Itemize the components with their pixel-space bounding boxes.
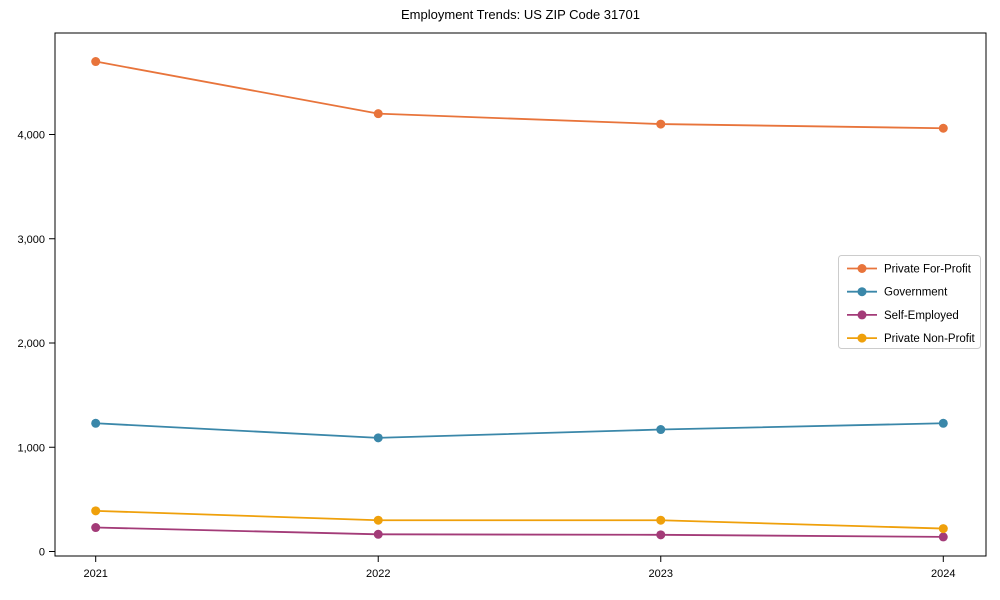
x-axis-tick-label: 2021 (83, 568, 107, 580)
series-marker-government (373, 433, 383, 443)
legend-marker-self-employed (857, 310, 867, 320)
series-marker-private-for-profit (938, 123, 948, 133)
series-marker-government (91, 418, 101, 428)
x-axis-tick-label: 2024 (931, 568, 955, 580)
x-axis-tick-label: 2022 (366, 568, 390, 580)
legend-marker-private-for-profit (857, 264, 867, 273)
series-marker-private-for-profit (656, 119, 666, 129)
series-marker-government (938, 418, 948, 428)
series-line-private-non-profit (94, 509, 945, 530)
series-marker-private-non-profit (91, 506, 101, 516)
series-line-government (94, 422, 945, 439)
legend-box (838, 255, 981, 349)
y-axis-tick-label: 3,000 (17, 234, 45, 246)
series-line-self-employed (94, 526, 945, 538)
legend-label-private-for-profit: Private For-Profit (884, 264, 972, 276)
series-line-private-for-profit (94, 60, 945, 130)
plot-border (54, 32, 987, 557)
series-marker-self-employed (91, 523, 101, 533)
x-axis-tick-label: 2023 (649, 568, 673, 580)
legend-marker-government (857, 287, 867, 297)
series-marker-private-non-profit (656, 515, 666, 525)
chart-title: Employment Trends: US ZIP Code 31701 (401, 7, 640, 22)
legend-label-self-employed: Self-Employed (884, 310, 959, 322)
series-marker-government (656, 425, 666, 435)
legend-label-government: Government (884, 287, 948, 299)
series-marker-private-for-profit (91, 57, 101, 67)
y-axis-tick-label: 4,000 (17, 130, 45, 142)
series-marker-self-employed (938, 532, 948, 542)
y-axis-tick-label: 0 (39, 547, 45, 559)
series-marker-private-non-profit (373, 515, 383, 525)
legend-marker-private-non-profit (857, 333, 867, 343)
series-marker-self-employed (373, 529, 383, 539)
series-marker-private-for-profit (373, 109, 383, 119)
legend-label-private-non-profit: Private Non-Profit (884, 333, 976, 345)
y-axis-tick-label: 1,000 (17, 442, 45, 454)
series-marker-private-non-profit (938, 524, 948, 534)
y-axis-tick-label: 2,000 (17, 338, 45, 350)
series-marker-self-employed (656, 530, 666, 540)
